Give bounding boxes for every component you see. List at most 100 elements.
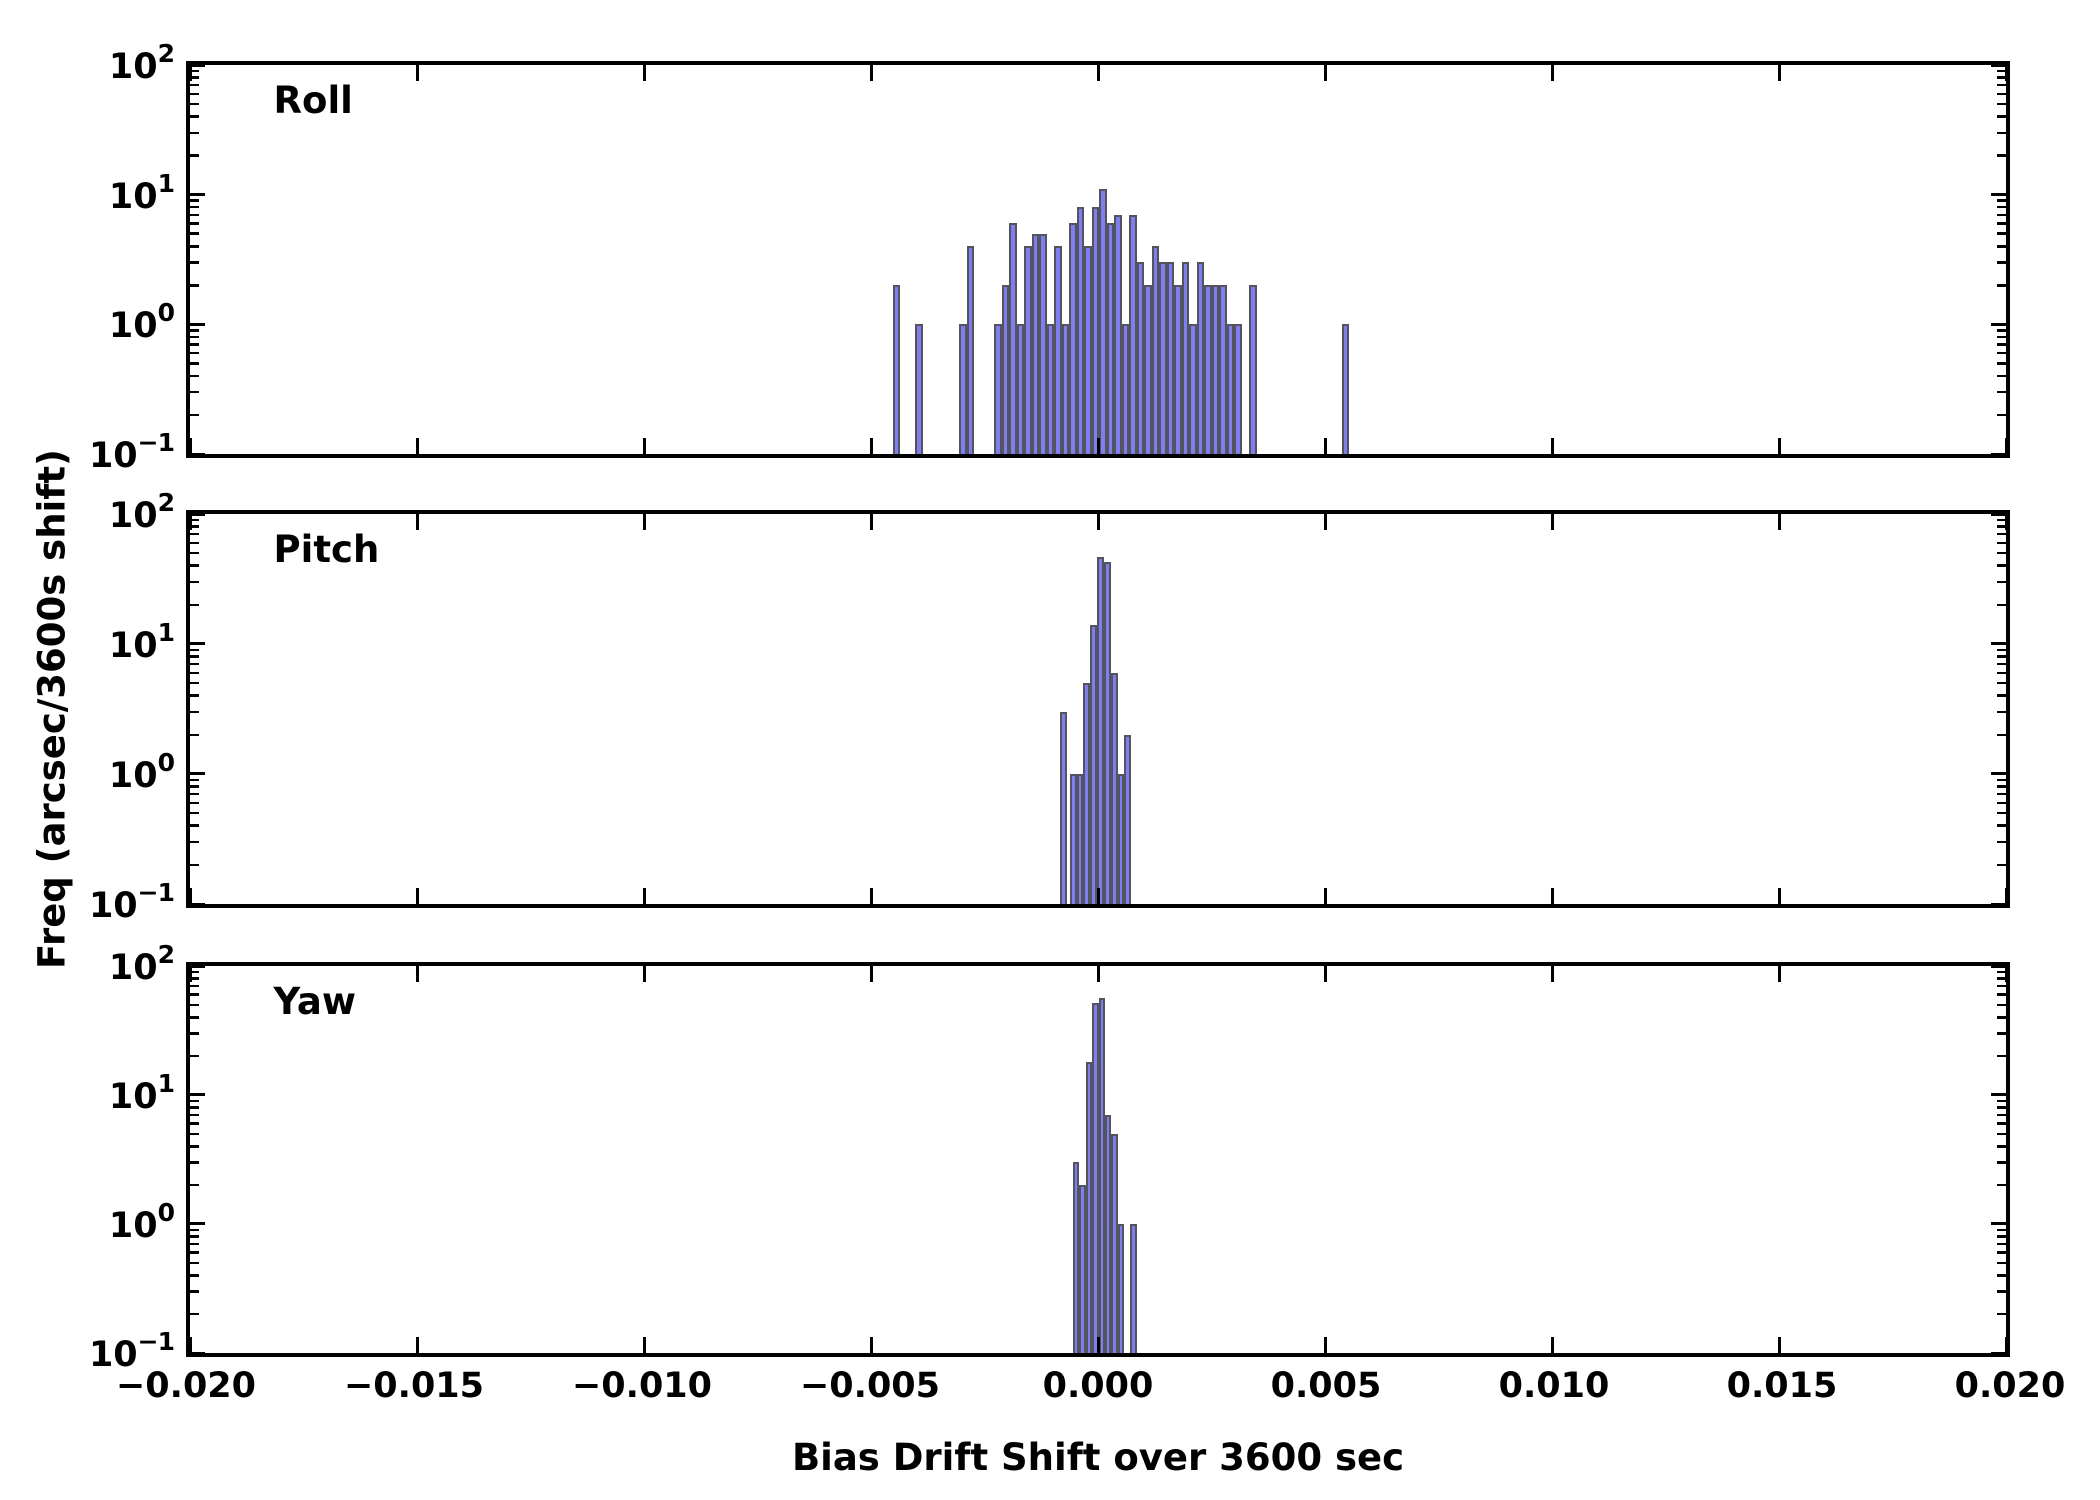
x-major-tick bbox=[188, 966, 192, 982]
x-major-tick bbox=[415, 966, 419, 982]
y-axis-label: Freq (arcsec/3600s shift) bbox=[30, 449, 74, 969]
histogram-bar bbox=[1117, 1224, 1124, 1353]
histogram-bar bbox=[1196, 262, 1205, 454]
panel-pitch: Pitch 102 101 100 10−1 bbox=[89, 490, 2010, 924]
x-major-tick bbox=[869, 1337, 873, 1353]
x-major-tick bbox=[1550, 514, 1554, 530]
y-minor-tick bbox=[190, 655, 199, 658]
y-minor-tick bbox=[190, 92, 199, 96]
y-minor-tick bbox=[190, 733, 199, 737]
x-major-tick bbox=[1096, 514, 1100, 530]
y-minor-tick bbox=[190, 681, 199, 685]
y-minor-tick bbox=[190, 261, 199, 264]
y-minor-tick bbox=[190, 710, 199, 714]
y-major-tick bbox=[1991, 63, 2006, 67]
y-minor-tick bbox=[1997, 232, 2006, 235]
x-major-tick bbox=[642, 438, 646, 454]
y-major-tick bbox=[190, 964, 205, 968]
y-minor-tick bbox=[190, 792, 199, 796]
x-major-tick bbox=[1323, 888, 1327, 904]
y-minor-tick bbox=[1997, 1145, 2006, 1148]
y-minor-tick bbox=[190, 580, 199, 584]
y-minor-tick bbox=[190, 551, 199, 555]
x-major-tick bbox=[1096, 438, 1100, 454]
x-tick-label: −0.020 bbox=[115, 1366, 257, 1406]
histogram-bar bbox=[1031, 233, 1040, 454]
y-minor-tick bbox=[1997, 1016, 2006, 1019]
x-major-tick bbox=[642, 966, 646, 982]
y-tick-label: 100 bbox=[108, 1198, 175, 1247]
x-major-tick bbox=[1777, 888, 1781, 904]
x-major-tick bbox=[188, 1337, 192, 1353]
histogram-bar bbox=[1061, 324, 1070, 454]
y-minor-tick bbox=[1997, 1161, 2006, 1164]
y-minor-tick bbox=[1997, 69, 2006, 73]
y-tick-label: 101 bbox=[108, 618, 175, 667]
x-tick-label: −0.015 bbox=[343, 1366, 485, 1406]
y-minor-tick bbox=[1997, 648, 2006, 652]
histogram-bar bbox=[1124, 734, 1132, 904]
y-minor-tick bbox=[190, 131, 199, 135]
panel-yaw: Yaw 102 101 100 10−1 bbox=[89, 942, 2010, 1373]
x-major-tick bbox=[188, 65, 192, 81]
y-minor-tick bbox=[1997, 329, 2006, 332]
x-major-tick bbox=[869, 888, 873, 904]
y-minor-tick bbox=[190, 154, 199, 157]
histogram-bar bbox=[1151, 246, 1160, 454]
y-minor-tick bbox=[1997, 710, 2006, 714]
y-minor-tick bbox=[190, 102, 199, 106]
y-minor-tick bbox=[190, 1054, 199, 1058]
y-minor-tick bbox=[1997, 199, 2006, 202]
y-minor-tick bbox=[1997, 1261, 2006, 1265]
x-major-tick bbox=[415, 514, 419, 530]
y-minor-tick bbox=[190, 245, 199, 248]
y-tick-label: 102 bbox=[108, 940, 175, 989]
histogram-bar bbox=[1016, 324, 1025, 454]
y-minor-tick bbox=[1997, 83, 2006, 87]
histogram-bar bbox=[1111, 1133, 1118, 1353]
y-minor-tick bbox=[190, 1235, 199, 1238]
histogram-bar bbox=[1073, 1162, 1080, 1353]
histogram-bar bbox=[1001, 285, 1010, 454]
y-minor-tick bbox=[190, 671, 199, 675]
x-major-tick bbox=[1323, 514, 1327, 530]
y-minor-tick bbox=[190, 1122, 199, 1125]
y-minor-tick bbox=[190, 1161, 199, 1164]
y-minor-tick bbox=[190, 811, 199, 815]
histogram-bar bbox=[1159, 262, 1167, 454]
histogram-bar bbox=[994, 324, 1002, 454]
x-major-tick bbox=[1777, 514, 1781, 530]
y-minor-tick bbox=[1997, 343, 2006, 346]
y-minor-tick bbox=[1997, 551, 2006, 555]
y-minor-tick bbox=[1997, 681, 2006, 685]
y-minor-tick bbox=[1997, 694, 2006, 697]
y-minor-tick bbox=[190, 1132, 199, 1136]
y-minor-tick bbox=[190, 1274, 199, 1277]
y-minor-tick bbox=[1997, 1290, 2006, 1293]
y-minor-tick bbox=[1997, 824, 2006, 827]
y-minor-tick bbox=[190, 1016, 199, 1019]
x-major-tick bbox=[642, 1337, 646, 1353]
y-minor-tick bbox=[1997, 154, 2006, 157]
y-minor-tick bbox=[190, 541, 199, 545]
histogram-bar bbox=[959, 324, 967, 454]
y-major-tick bbox=[190, 512, 205, 516]
y-minor-tick bbox=[190, 863, 199, 867]
histogram-bar bbox=[1054, 246, 1062, 454]
y-minor-tick bbox=[1997, 977, 2006, 980]
histogram-bar bbox=[1098, 998, 1105, 1353]
y-minor-tick bbox=[190, 1113, 199, 1117]
histogram-bar bbox=[1249, 285, 1257, 454]
x-major-tick bbox=[869, 438, 873, 454]
x-major-tick bbox=[415, 1337, 419, 1353]
y-minor-tick bbox=[190, 1032, 199, 1035]
y-minor-tick bbox=[1997, 993, 2006, 996]
y-minor-tick bbox=[190, 1261, 199, 1265]
x-major-tick bbox=[188, 888, 192, 904]
x-major-tick bbox=[869, 514, 873, 530]
y-minor-tick bbox=[190, 390, 199, 394]
x-major-tick bbox=[1550, 888, 1554, 904]
histogram-bar bbox=[1144, 285, 1152, 454]
y-minor-tick bbox=[1997, 413, 2006, 417]
histogram-bar bbox=[1076, 774, 1084, 904]
